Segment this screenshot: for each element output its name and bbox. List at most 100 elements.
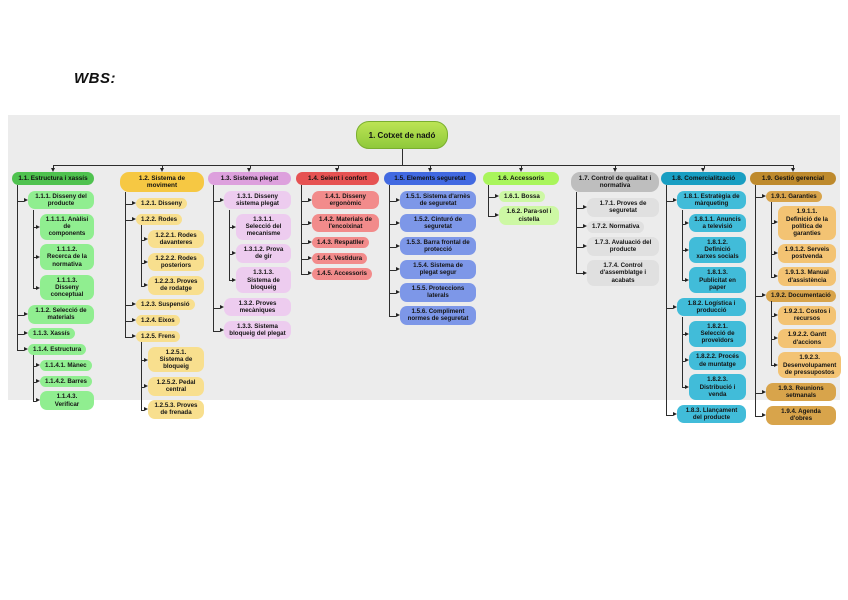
arrowhead-icon	[673, 305, 677, 309]
connector-line	[703, 165, 705, 168]
wbs-node[interactable]: 1.1.3. Xassís	[28, 328, 75, 340]
wbs-node[interactable]: 1.3.1.3. Sistema de bloqueig	[236, 267, 291, 294]
arrowhead-icon	[144, 384, 148, 388]
wbs-branch-7-header[interactable]: 1.7. Control de qualitat i normativa	[571, 172, 659, 193]
wbs-node[interactable]: 1.8.2.1. Selecció de proveïdors	[689, 320, 746, 347]
wbs-node[interactable]: 1.3.2. Proves mecàniques	[224, 297, 291, 317]
wbs-node[interactable]: 1.1.4. Estructura	[28, 343, 87, 356]
connector-line	[301, 273, 308, 275]
wbs-branch-4-header[interactable]: 1.4. Seient i confort	[296, 172, 379, 185]
connector-line	[666, 200, 673, 202]
wbs-node[interactable]: 1.1.1.2. Recerca de la normativa	[40, 244, 94, 271]
wbs-node[interactable]: 1.8.3. Llançament del producte	[677, 404, 746, 424]
wbs-node[interactable]: 1.5.1. Sistema d'arnès de seguretat	[400, 190, 476, 210]
wbs-branch-5-header[interactable]: 1.5. Elements seguretat	[384, 172, 476, 185]
arrowhead-icon	[132, 302, 136, 306]
connector-line	[402, 149, 403, 165]
wbs-node[interactable]: 1.1.4.2. Barres	[40, 375, 92, 387]
wbs-node[interactable]: 1.8.1.1. Anuncis a televisió	[689, 213, 746, 233]
arrowhead-icon	[583, 205, 587, 209]
wbs-node[interactable]: 1.9.4. Agenda d'obres	[766, 405, 836, 425]
connector-line	[125, 320, 132, 322]
wbs-node[interactable]: 1.7.1. Proves de seguretat	[587, 198, 659, 217]
arrowhead-icon	[24, 198, 28, 202]
wbs-node[interactable]: 1.4.5. Accessoris	[312, 268, 372, 280]
connector-line	[17, 349, 24, 351]
wbs-node[interactable]: 1.5.5. Proteccions laterals	[400, 283, 476, 302]
wbs-node[interactable]: 1.1.1.1. Anàlisi de components	[40, 213, 94, 240]
wbs-node[interactable]: 1.2.5.2. Pedal central	[148, 376, 204, 396]
wbs-node[interactable]: 1.4.4. Vestidura	[312, 252, 368, 264]
wbs-node[interactable]: 1.4.2. Materials de l'encoixinat	[312, 213, 379, 233]
wbs-node[interactable]: 1.5.2. Cinturó de seguretat	[400, 213, 476, 233]
wbs-node[interactable]: 1.9.1.3. Manual d'assistència	[778, 267, 836, 286]
wbs-node[interactable]: 1.9.3. Reunions setmanals	[766, 382, 836, 402]
wbs-node[interactable]: 1.2.2.1. Rodes davanteres	[148, 229, 204, 249]
wbs-node[interactable]: 1.7.3. Avaluació del producte	[587, 237, 659, 256]
wbs-root-node[interactable]: 1. Cotxet de nadó	[356, 121, 448, 149]
arrowhead-icon	[685, 221, 689, 225]
wbs-branch-6-header[interactable]: 1.6. Accessoris	[483, 172, 559, 185]
connector-line	[33, 288, 36, 289]
wbs-node[interactable]: 1.1.2. Selecció de materials	[28, 304, 94, 324]
wbs-node[interactable]: 1.2.1. Disseny	[136, 198, 187, 210]
wbs-node[interactable]: 1.8.1. Estratègia de màrqueting	[677, 190, 746, 210]
wbs-node[interactable]: 1.7.2. Normativa	[587, 221, 645, 233]
wbs-node[interactable]: 1.6.1. Bossa	[499, 190, 545, 202]
wbs-node[interactable]: 1.1.1. Disseny del producte	[28, 190, 94, 210]
arrowhead-icon	[36, 285, 40, 290]
connector-line	[771, 338, 774, 340]
wbs-node[interactable]: 1.8.1.3. Publicitat en paper	[689, 267, 746, 294]
wbs-branch-3-header[interactable]: 1.3. Sistema plegat	[208, 172, 291, 185]
arrowhead-icon	[36, 379, 40, 383]
wbs-node[interactable]: 1.4.1. Disseny ergonòmic	[312, 190, 379, 210]
wbs-node[interactable]: 1.9.1.1. Definició de la política de gar…	[778, 206, 836, 240]
wbs-node[interactable]: 1.2.5. Frens	[136, 330, 181, 343]
arrowhead-icon	[685, 358, 689, 362]
wbs-node[interactable]: 1.7.4. Control d'assemblatge i acabats	[587, 260, 659, 287]
connector-line	[213, 307, 220, 309]
arrowhead-icon	[685, 331, 689, 336]
wbs-branch-5: 1.5. Elements seguretat 1.5.1. Sistema d'…	[384, 172, 476, 329]
wbs-node[interactable]: 1.2.2. Rodes	[136, 213, 183, 226]
connector-line	[33, 210, 34, 288]
arrowhead-icon	[673, 198, 677, 202]
wbs-node[interactable]: 1.9.2. Documentació	[766, 290, 836, 302]
wbs-branch-9-header[interactable]: 1.9. Gestió gerencial	[750, 172, 836, 185]
wbs-node[interactable]: 1.8.2.2. Procés de muntatge	[689, 351, 746, 370]
wbs-node[interactable]: 1.5.4. Sistema de plegat segur	[400, 259, 476, 279]
wbs-node[interactable]: 1.2.5.1. Sistema de bloqueig	[148, 346, 204, 373]
wbs-node[interactable]: 1.3.1.1. Selecció del mecanisme	[236, 213, 291, 240]
arrowhead-icon	[612, 168, 617, 172]
wbs-node[interactable]: 1.3.1. Disseny sistema plegat	[224, 190, 291, 210]
wbs-node[interactable]: 1.4.3. Respatller	[312, 236, 370, 249]
wbs-node[interactable]: 1.9.1.2. Serveis postvenda	[778, 244, 836, 263]
wbs-node[interactable]: 1.1.4.3. Verificar	[40, 391, 94, 410]
wbs-node[interactable]: 1.2.2.3. Proves de rodatge	[148, 275, 204, 295]
wbs-node[interactable]: 1.3.1.2. Prova de gir	[236, 244, 291, 263]
wbs-node[interactable]: 1.9.2.2. Gantt d'accions	[778, 329, 836, 348]
wbs-node[interactable]: 1.5.6. Compliment normes de seguretat	[400, 306, 476, 325]
arrowhead-icon	[495, 194, 499, 198]
wbs-node[interactable]: 1.1.4.1. Mànec	[40, 359, 92, 372]
wbs-node[interactable]: 1.9.2.1. Costos i recursos	[778, 306, 836, 325]
wbs-node[interactable]: 1.2.4. Eixos	[136, 314, 180, 327]
wbs-node[interactable]: 1.2.2.2. Rodes posteriors	[148, 252, 204, 272]
wbs-node[interactable]: 1.1.1.3. Disseny conceptual	[40, 274, 94, 301]
arrowhead-icon	[144, 283, 148, 287]
wbs-node[interactable]: 1.8.2.3. Distribució i venda	[689, 374, 746, 401]
wbs-branch-1-header[interactable]: 1.1. Estructura i xassís	[12, 172, 94, 185]
wbs-node[interactable]: 1.9.1. Garanties	[766, 190, 822, 202]
wbs-branch-8-header[interactable]: 1.8. Comercialització	[661, 172, 746, 185]
wbs-node[interactable]: 1.6.2. Para-sol i cistella	[499, 206, 559, 225]
wbs-node[interactable]: 1.5.3. Barra frontal de protecció	[400, 236, 476, 256]
wbs-branch-4: 1.4. Seient i confort 1.4.1. Disseny ergo…	[296, 172, 379, 284]
wbs-branch-2-header[interactable]: 1.2. Sistema de moviment	[120, 172, 204, 193]
wbs-node[interactable]: 1.2.3. Suspensió	[136, 299, 195, 311]
wbs-node[interactable]: 1.3.3. Sistema bloqueig del plegat	[224, 320, 291, 340]
wbs-node[interactable]: 1.8.1.2. Definició xarxes socials	[689, 236, 746, 263]
arrowhead-icon	[308, 271, 312, 275]
wbs-node[interactable]: 1.9.2.3. Desenvolupament de pressupostos	[778, 352, 842, 379]
wbs-node[interactable]: 1.2.5.3. Proves de frenada	[148, 400, 204, 419]
wbs-node[interactable]: 1.8.2. Logística i producció	[677, 297, 746, 317]
